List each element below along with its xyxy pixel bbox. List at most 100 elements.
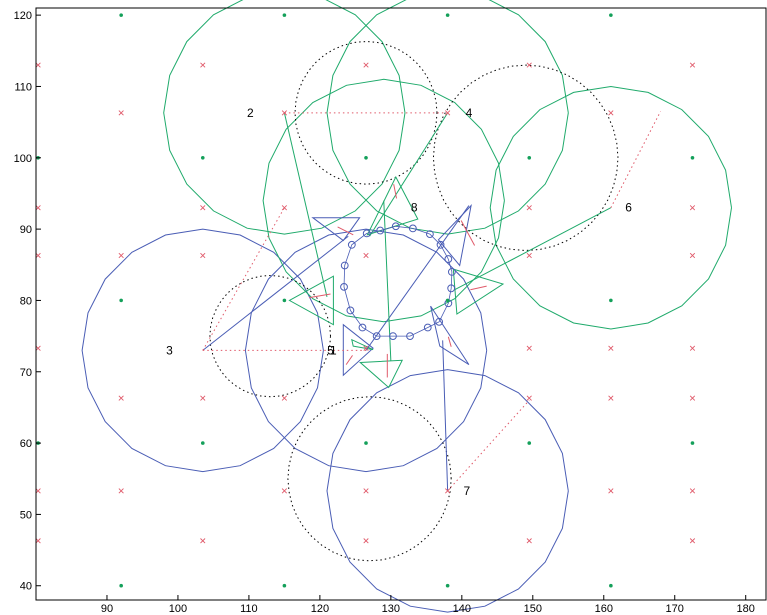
x-tick-label-160: 160 — [595, 603, 613, 615]
dotted-red-line-4 — [447, 399, 530, 492]
heading-segment-8 — [309, 293, 331, 299]
green-dot-21 — [445, 583, 450, 588]
dotted-red-line-5 — [610, 111, 661, 208]
x-tick-label-140: 140 — [453, 603, 471, 615]
range-circle-1 — [163, 0, 406, 235]
red-x-marker-6 — [118, 110, 124, 116]
link-line-3 — [454, 207, 612, 291]
heading-segment-2 — [393, 184, 398, 199]
ring-marker-17 — [340, 261, 349, 270]
red-x-marker-21 — [35, 345, 41, 351]
red-x-marker-13 — [526, 205, 532, 211]
ring-marker-1 — [391, 222, 400, 231]
green-dot-3 — [445, 13, 450, 17]
range-circle-5 — [81, 228, 324, 473]
agent-triangle-9 — [351, 338, 374, 351]
green-dot-11 — [282, 298, 287, 303]
red-x-marker-5 — [689, 62, 696, 68]
points-layer — [35, 13, 696, 588]
agent-triangle-5 — [430, 305, 470, 366]
green-dot-15 — [200, 441, 205, 445]
ring-marker-16 — [340, 282, 348, 291]
heading-segment-7 — [345, 355, 353, 365]
green-dot-19 — [119, 583, 123, 588]
ring-marker-15 — [346, 306, 355, 315]
green-dot-13 — [609, 298, 613, 303]
y-tick-label-70: 70 — [20, 367, 32, 379]
dotted-red-line-3 — [202, 207, 285, 351]
red-x-marker-25 — [689, 345, 696, 351]
axes: 90 100 110 120 130 140 150 160 170 180 40 50 60 70 80 9… — [14, 7, 767, 615]
ring-marker-13 — [372, 332, 381, 340]
range-circle-6 — [326, 369, 569, 613]
red-x-marker-23 — [526, 345, 532, 351]
red-x-marker-38 — [689, 488, 696, 494]
red-x-marker-29 — [526, 395, 532, 401]
link-line-6 — [365, 205, 470, 351]
annotation-label-7: 7 — [463, 484, 470, 498]
red-x-marker-28 — [281, 395, 288, 401]
x-tick-label-120: 120 — [311, 603, 329, 615]
ring-marker-12 — [389, 332, 397, 340]
red-x-marker-33 — [118, 488, 124, 494]
range-circle-7 — [262, 78, 505, 323]
red-x-marker-1 — [35, 62, 41, 68]
green-dot-4 — [609, 13, 613, 17]
red-x-marker-41 — [363, 538, 369, 544]
range-circle-3 — [489, 85, 732, 330]
green-dot-18 — [690, 441, 695, 445]
red-x-marker-34 — [281, 488, 288, 494]
red-x-marker-7 — [281, 110, 288, 116]
ring-marker-11 — [406, 332, 414, 340]
ring-marker-10 — [423, 323, 432, 332]
green-dot-8 — [527, 155, 532, 160]
x-tick-label-130: 130 — [382, 603, 400, 615]
link-line-2 — [369, 112, 449, 237]
green-dot-20 — [282, 583, 287, 588]
ring-marker-18 — [347, 240, 356, 249]
agent-triangle-6 — [359, 359, 404, 389]
ring-marker-5 — [444, 255, 453, 263]
annotation-label-1: 1 — [330, 343, 337, 357]
link-line-5 — [202, 235, 349, 351]
heading-segment-4 — [470, 285, 487, 291]
range-circle-2 — [326, 0, 569, 235]
red-x-marker-16 — [118, 252, 124, 259]
red-x-marker-14 — [689, 205, 696, 211]
target-ring — [343, 225, 453, 337]
red-x-marker-30 — [608, 395, 614, 401]
red-x-marker-11 — [200, 205, 206, 211]
agent-triangle-8 — [288, 275, 334, 326]
green-dot-17 — [527, 441, 532, 445]
red-x-marker-3 — [363, 62, 369, 68]
green-dot-22 — [609, 583, 613, 588]
red-x-marker-20 — [689, 252, 696, 259]
heading-segment-3 — [460, 220, 476, 246]
x-tick-label-170: 170 — [666, 603, 684, 615]
red-x-marker-2 — [200, 62, 206, 68]
y-tick-label-60: 60 — [20, 438, 32, 450]
dotted-circle-4 — [287, 396, 452, 562]
green-dot-12 — [445, 298, 450, 303]
red-x-marker-19 — [526, 252, 532, 259]
red-x-marker-39 — [35, 538, 41, 544]
y-tick-label-110: 110 — [14, 81, 32, 93]
green-dot-1 — [119, 13, 123, 17]
red-x-marker-4 — [526, 62, 532, 68]
ring-marker-2 — [408, 224, 417, 233]
red-x-marker-40 — [200, 538, 206, 544]
x-tick-label-110: 110 — [240, 603, 258, 615]
annotation-labels: 2 4 8 6 3 51 7 — [166, 106, 632, 498]
x-tick-label-100: 100 — [169, 603, 187, 615]
ring-marker-20 — [376, 226, 385, 235]
y-tick-label-80: 80 — [20, 295, 32, 307]
agent-triangle-4 — [452, 268, 505, 315]
y-tick-label-90: 90 — [20, 224, 32, 236]
green-dot-2 — [282, 13, 287, 17]
heading-segment-5 — [447, 336, 452, 347]
red-x-marker-27 — [200, 395, 206, 401]
ring-marker-3 — [425, 230, 434, 239]
range-circle-4 — [244, 228, 488, 473]
agent-triangle-3 — [437, 204, 472, 267]
